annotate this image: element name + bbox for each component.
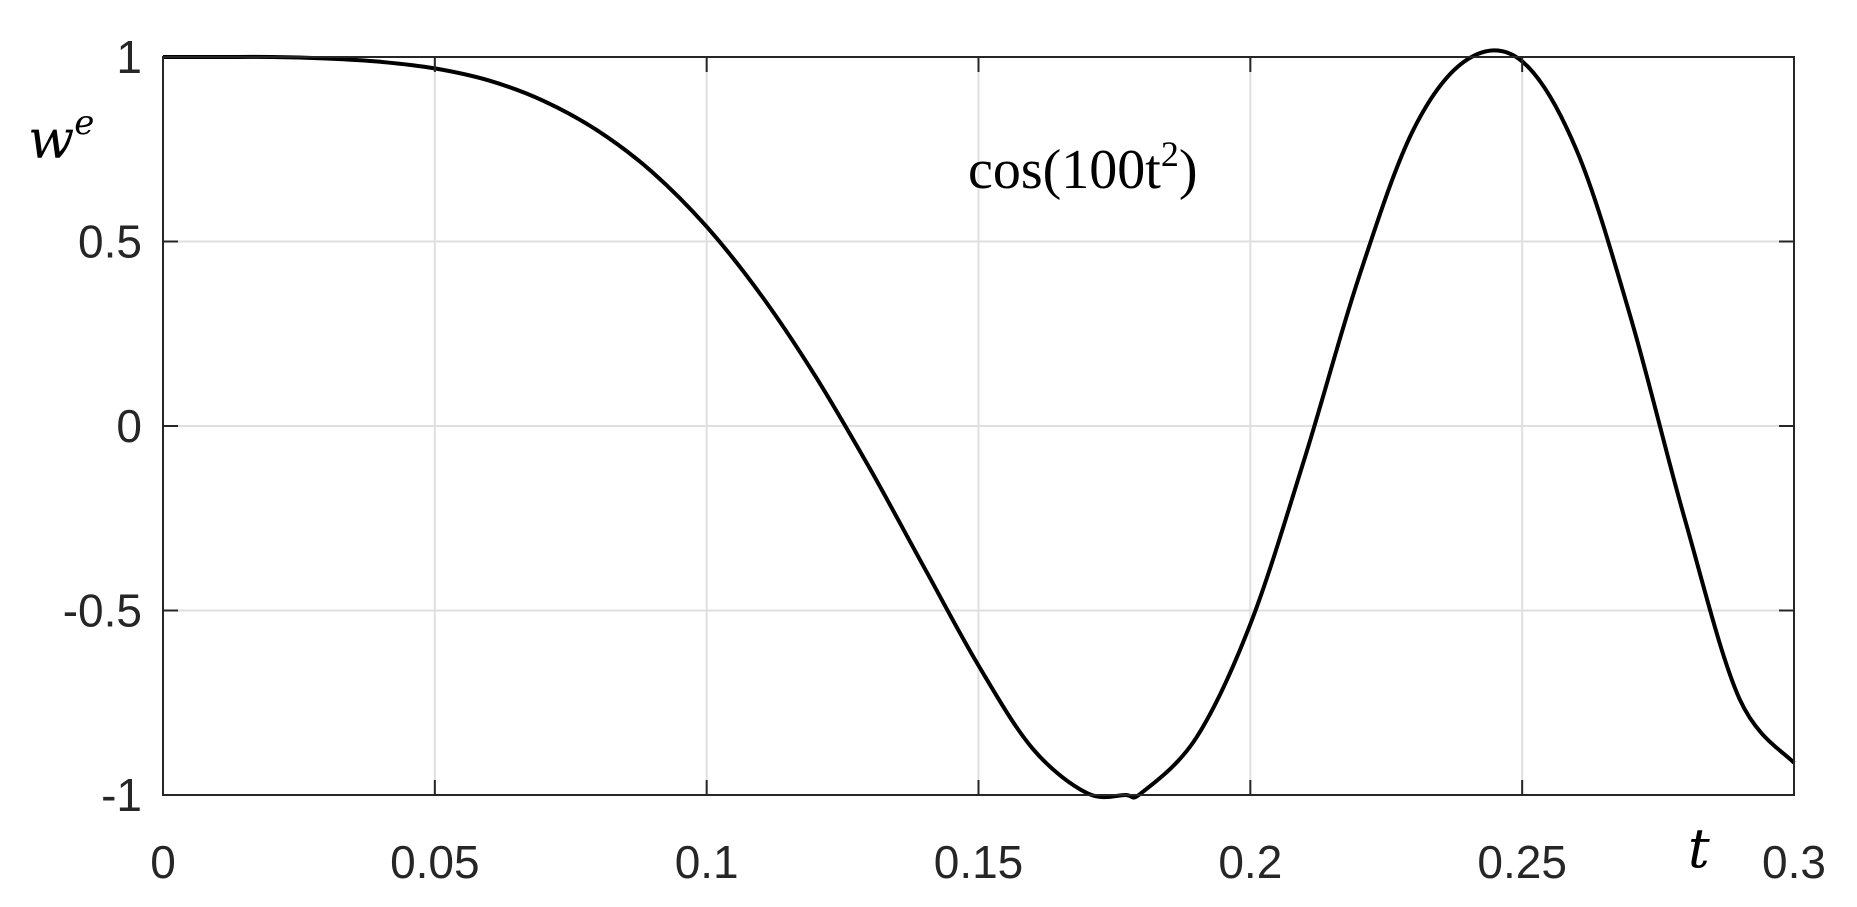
y-tick-label: 1 (116, 31, 142, 83)
x-tick-label: 0.3 (1762, 836, 1826, 888)
x-tick-label: 0 (150, 836, 176, 888)
y-tick-label: -1 (101, 769, 142, 821)
x-tick-label: 0.15 (934, 836, 1024, 888)
x-axis-label: t (1688, 817, 1710, 880)
y-tick-label: 0.5 (78, 216, 142, 268)
plot-area (163, 48, 1796, 800)
x-tick-label: 0.25 (1477, 836, 1567, 888)
curve-annotation: cos(100t2) (968, 134, 1198, 201)
x-tick-label: 0.1 (675, 836, 739, 888)
axis-ticks (162, 56, 1795, 796)
x-tick-label: 0.2 (1218, 836, 1282, 888)
y-tick-label: -0.5 (63, 585, 142, 637)
tick-labels: 0 0.05 0.1 0.15 0.2 0.25 0.3 -1 -0.5 0 0.5 1 (63, 31, 1826, 888)
series-line (163, 48, 1796, 800)
y-tick-label: 0 (116, 400, 142, 452)
x-tick-label: 0.05 (390, 836, 480, 888)
y-axis-label: we (28, 103, 94, 171)
